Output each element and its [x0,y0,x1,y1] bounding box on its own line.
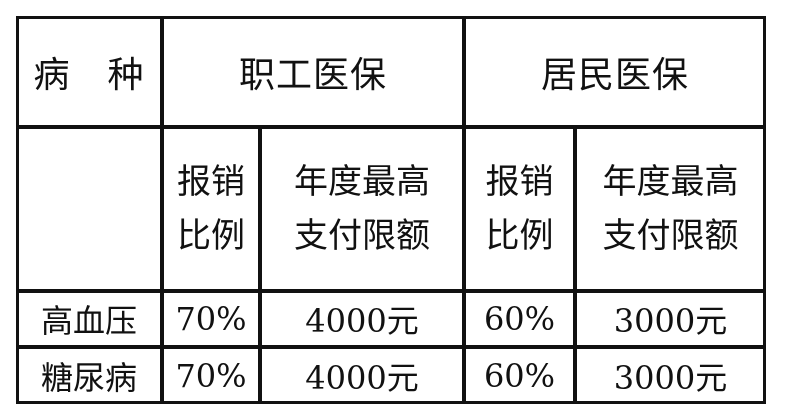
divider [16,289,766,293]
divider [258,127,262,404]
disease-name: 高血压 [40,302,137,340]
header-resident-insurance: 居民医保 [540,54,689,96]
divider [573,127,577,404]
disease-name: 糖尿病 [40,358,137,397]
header-disease: 病 种 [33,54,145,96]
subheader-resident-ratio: 报销 比例 [485,162,554,256]
resident-limit: 3000元 [613,358,728,397]
employee-ratio: 70% [175,356,247,395]
resident-ratio: 60% [483,356,556,395]
divider [16,125,766,129]
employee-ratio: 70% [175,300,247,338]
header-employee-insurance: 职工医保 [238,54,387,96]
divider [160,16,164,404]
divider [16,345,766,349]
resident-ratio: 60% [483,300,556,338]
employee-limit: 4000元 [305,302,419,340]
subheader-employee-ratio: 报销 比例 [177,162,245,256]
employee-limit: 4000元 [305,358,419,397]
subheader-employee-limit: 年度最高 支付限额 [294,162,430,256]
divider [462,16,466,404]
subheader-resident-limit: 年度最高 支付限额 [602,162,739,256]
resident-limit: 3000元 [613,302,728,340]
insurance-table [16,16,766,404]
